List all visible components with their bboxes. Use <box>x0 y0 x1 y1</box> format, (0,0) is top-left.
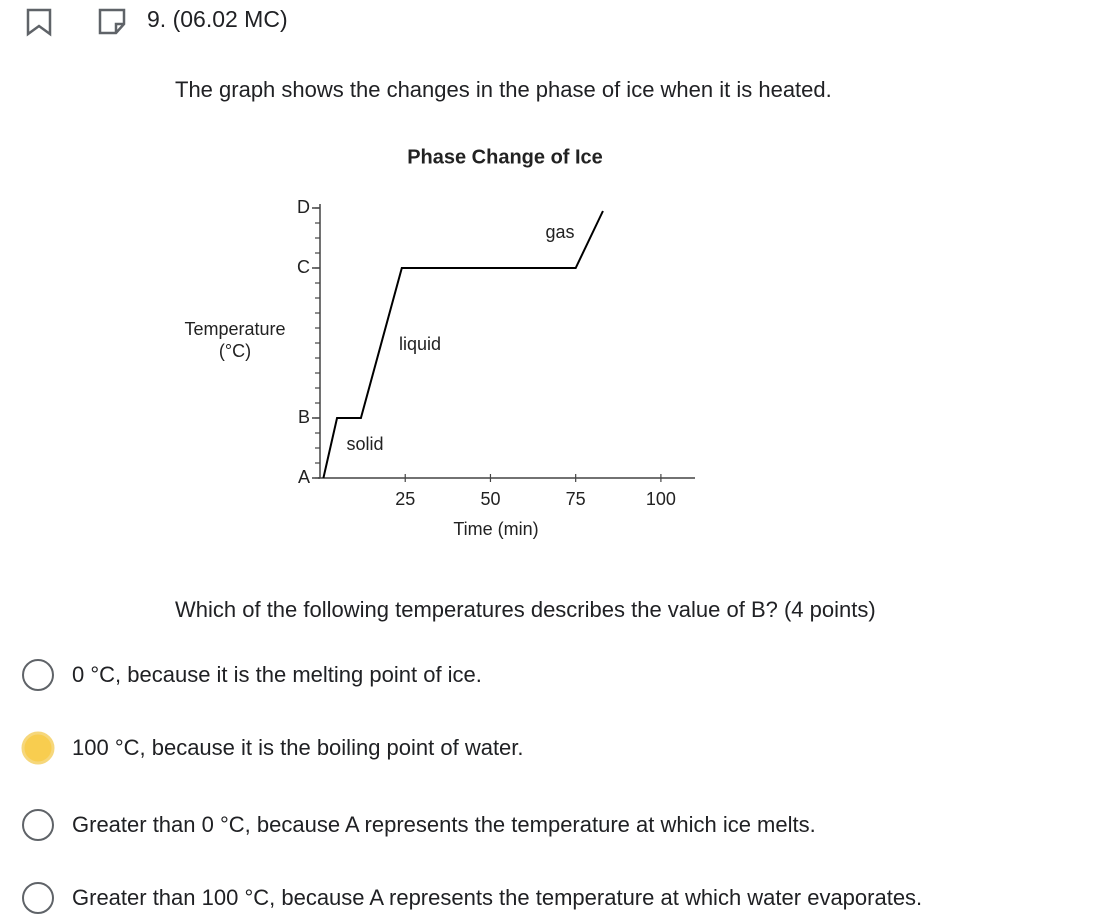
answer-option[interactable]: 0 °C, because it is the melting point of… <box>20 657 482 693</box>
y-tick-label: B <box>298 407 310 427</box>
y-tick-label: D <box>297 197 310 217</box>
option-text: Greater than 0 °C, because A represents … <box>72 812 816 837</box>
x-axis-label: Time (min) <box>453 519 538 539</box>
phase-annotation: solid <box>346 434 383 454</box>
answer-option[interactable]: 100 °C, because it is the boiling point … <box>20 730 524 766</box>
x-tick-label: 100 <box>646 489 676 509</box>
radio-button[interactable] <box>20 880 56 914</box>
y-tick-label: C <box>297 257 310 277</box>
phase-annotation: liquid <box>399 334 441 354</box>
x-tick-label: 75 <box>566 489 586 509</box>
answer-option[interactable]: Greater than 0 °C, because A represents … <box>20 807 816 843</box>
radio-button[interactable] <box>20 657 56 693</box>
chart: Phase Change of Ice Time (min) A B C D 25 50 7… <box>297 146 695 539</box>
radio-button[interactable] <box>20 730 56 766</box>
radio-empty <box>22 809 54 841</box>
question-number: 9. (06.02 MC) <box>147 6 288 32</box>
note-icon[interactable] <box>96 6 130 38</box>
radio-button[interactable] <box>20 807 56 843</box>
radio-empty <box>22 659 54 691</box>
option-text: 100 °C, because it is the boiling point … <box>72 735 524 760</box>
question-text: Which of the following temperatures desc… <box>175 597 876 622</box>
option-text: 0 °C, because it is the melting point of… <box>72 662 482 687</box>
x-tick-label: 25 <box>395 489 415 509</box>
y-tick-label: A <box>298 467 310 487</box>
bookmark-icon[interactable] <box>22 6 56 38</box>
y-axis-label: Temperature (°C) <box>184 319 286 361</box>
chart-title: Phase Change of Ice <box>407 146 603 168</box>
radio-selected <box>21 731 55 765</box>
option-text: Greater than 100 °C, because A represent… <box>72 885 923 910</box>
radio-empty <box>22 882 54 914</box>
phase-line <box>322 210 604 479</box>
phase-annotation: gas <box>545 222 574 242</box>
x-tick-label: 50 <box>480 489 500 509</box>
intro-text: The graph shows the changes in the phase… <box>175 77 832 102</box>
answer-option[interactable]: Greater than 100 °C, because A represent… <box>20 880 922 914</box>
